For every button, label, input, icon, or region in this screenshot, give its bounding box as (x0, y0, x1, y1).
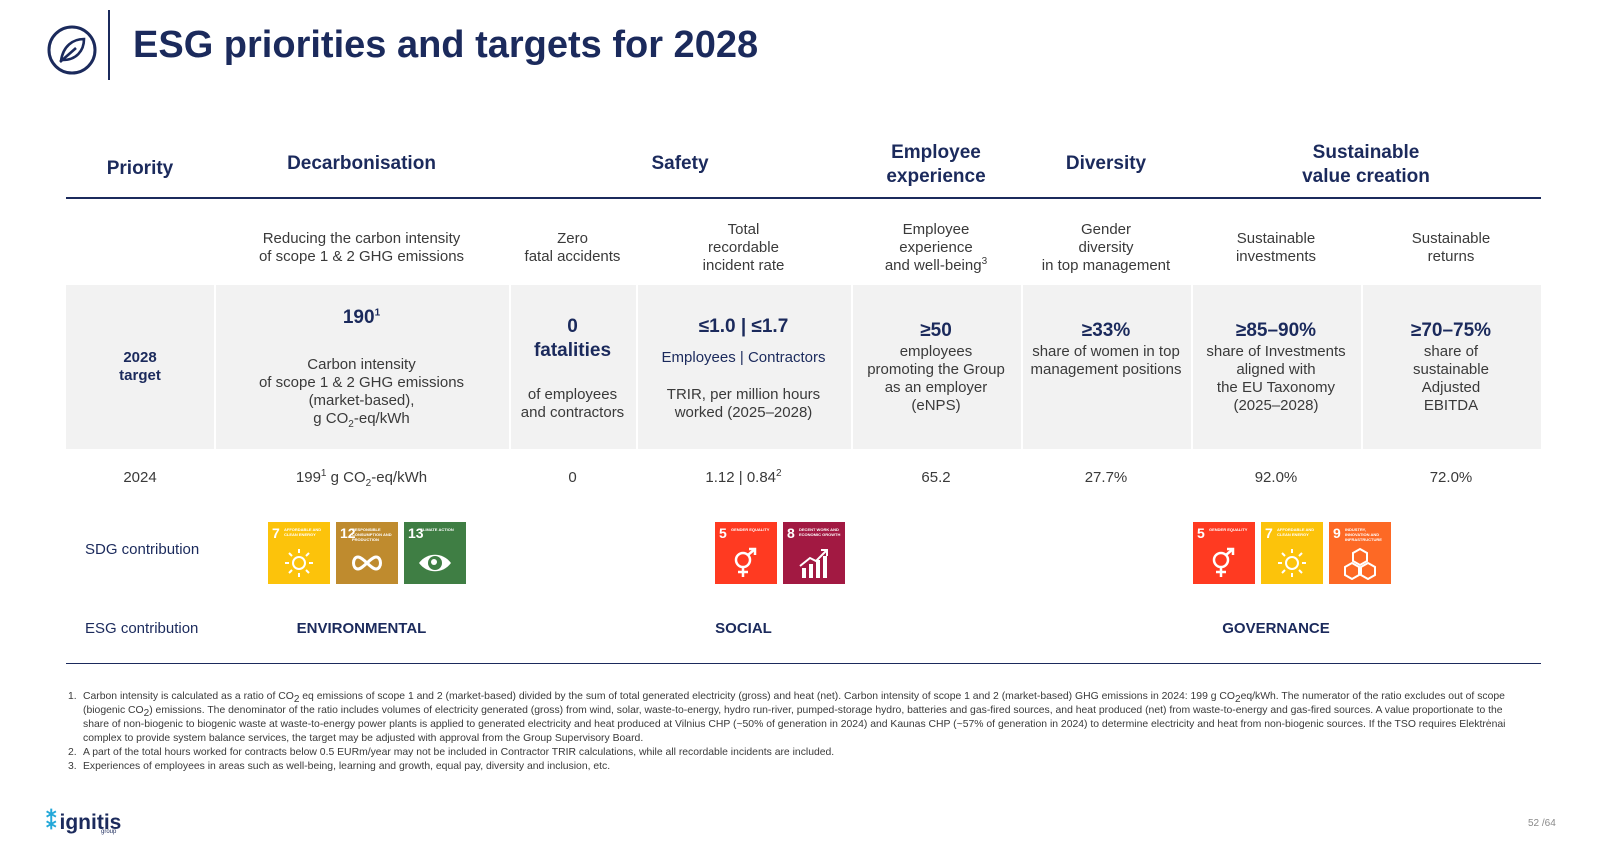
subheader-carbon: Reducing the carbon intensity of scope 1… (258, 229, 465, 265)
sdg-tile-7: 7 AFFORDABLE AND CLEAN ENERGY (268, 522, 330, 584)
sdg-label: GENDER EQUALITY (1209, 527, 1248, 532)
growth-chart-icon (799, 549, 828, 578)
brand-sub: group (101, 829, 117, 835)
footnote-1: 1. Carbon intensity is calculated as a ra… (68, 691, 1506, 744)
header-employee-experience: Employee experience (886, 142, 986, 187)
sdg-tile-13: 13 CLIMATE ACTION (404, 522, 466, 584)
target-enps-value: ≥50 (920, 320, 952, 341)
esg-row-label: ESG contribution (85, 620, 199, 637)
page-title: ESG priorities and targets for 2028 (133, 24, 759, 66)
header-priority: Priority (106, 158, 174, 179)
actual-carbon: 1991 g CO2-eq/kWh (295, 468, 428, 489)
brand-logo: ⁑ ignitis (46, 810, 121, 835)
target-returns-value: ≥70–75% (1410, 320, 1492, 341)
target-trir-desc: TRIR, per million hours worked (2025–202… (666, 386, 821, 421)
band-invest (1193, 285, 1361, 449)
band-returns (1363, 285, 1541, 449)
subheader-zero-fatal: Zero fatal accidents (524, 229, 621, 265)
footnote-2: 2. A part of the total hours worked for c… (68, 747, 835, 758)
actual-women: 27.7% (1084, 469, 1128, 486)
subheader-trir: Total recordable incident rate (702, 220, 785, 274)
sdg-number: 7 (272, 525, 280, 541)
sdg-tile-7: 7 AFFORDABLE AND CLEAN ENERGY (1261, 522, 1323, 584)
band-fatal (511, 285, 636, 449)
gender-icon (1212, 547, 1235, 577)
sdg-number: 5 (1197, 525, 1205, 541)
sdg-tile-9: 9 INDUSTRY, INNOVATION AND INFRASTRUCTURE (1329, 522, 1391, 584)
target-women-value: ≥33% (1081, 320, 1131, 341)
sdg-tile-12: 12 RESPONSIBLE CONSUMPTION AND PRODUCTION (336, 522, 398, 584)
sdg-label: DECENT WORK AND ECONOMIC GROWTH (799, 527, 841, 537)
target-fatal-value: 0 fatalities (533, 316, 612, 361)
gender-icon (734, 547, 757, 577)
sdg-number: 5 (719, 525, 727, 541)
title-divider (108, 10, 110, 80)
target-carbon-value: 1901 (342, 307, 381, 328)
target-trir-value: ≤1.0 | ≤1.7 (698, 316, 789, 337)
sdg-tile-8: 8 DECENT WORK AND ECONOMIC GROWTH (783, 522, 845, 584)
sdg-number: 13 (408, 525, 424, 541)
leaf-logo-icon (47, 25, 97, 75)
sdg-label: AFFORDABLE AND CLEAN ENERGY (1277, 527, 1315, 537)
sdg-tile-5: 5 GENDER EQUALITY (715, 522, 777, 584)
actual-fatal: 0 (568, 469, 577, 486)
target-invest-value: ≥85–90% (1235, 320, 1317, 341)
header-decarbonisation: Decarbonisation (287, 153, 436, 174)
band-trir (638, 285, 851, 449)
esg-governance: GOVERNANCE (1222, 620, 1330, 637)
sdg-number: 8 (787, 525, 795, 541)
header-safety: Safety (651, 153, 709, 174)
actual-trir: 1.12 | 0.842 (705, 468, 782, 487)
target-enps-desc: employees promoting the Group as an empl… (867, 343, 1005, 414)
header-rule (66, 197, 1541, 199)
sdg-row-label: SDG contribution (85, 541, 200, 558)
target-fatal-desc: of employees and contractors (520, 386, 625, 421)
esg-social: SOCIAL (715, 620, 772, 637)
sdg-label: AFFORDABLE AND CLEAN ENERGY (284, 527, 322, 537)
brand-name: ignitis (59, 811, 122, 834)
target-carbon-desc: Carbon intensity of scope 1 & 2 GHG emis… (258, 356, 465, 430)
subheader-employee: Employee experience and well-being3 (884, 220, 988, 274)
esg-environmental: ENVIRONMENTAL (296, 620, 427, 637)
cubes-icon (1344, 547, 1376, 580)
sun-icon (285, 549, 313, 577)
sdg-label: GENDER EQUALITY (731, 527, 770, 532)
sdg-number: 12 (340, 525, 356, 541)
target-returns-desc: share of sustainable Adjusted EBITDA (1413, 343, 1489, 414)
band-women (1023, 285, 1191, 449)
sdg-label: CLIMATE ACTION (420, 527, 454, 532)
band-carbon (216, 285, 509, 449)
bottom-rule (66, 663, 1541, 664)
sdg-label: INDUSTRY, INNOVATION AND INFRASTRUCTURE (1345, 527, 1382, 542)
band-priority (66, 285, 214, 449)
infinity-icon (352, 555, 382, 571)
header-diversity: Diversity (1065, 153, 1147, 174)
footnote-3: 3. Experiences of employees in areas such… (68, 761, 611, 772)
actual-enps: 65.2 (921, 469, 951, 486)
subheader-sust-investments: Sustainable investments (1235, 229, 1317, 265)
band-enps (853, 285, 1021, 449)
page-number: 52 /64 (1528, 818, 1556, 829)
target-row-label: 2028 target (119, 349, 161, 384)
target-trir-legend: Employees | Contractors (661, 349, 826, 366)
subheader-sust-returns: Sustainable returns (1411, 229, 1491, 265)
sdg-label: RESPONSIBLE CONSUMPTION AND PRODUCTION (352, 527, 392, 542)
brand-mark-icon: ⁑ (46, 811, 57, 834)
eye-globe-icon (419, 554, 451, 572)
actual-invest: 92.0% (1254, 469, 1298, 486)
target-invest-desc: share of Investments aligned with the EU… (1206, 343, 1346, 414)
sdg-number: 7 (1265, 525, 1273, 541)
actual-row-label: 2024 (123, 469, 157, 486)
footnotes: 1. Carbon intensity is calculated as a ra… (68, 690, 1528, 774)
target-women-desc: share of women in top management positio… (1030, 343, 1182, 378)
subheader-gender: Gender diversity in top management (1041, 220, 1171, 274)
sun-icon (1278, 549, 1306, 577)
header-sustainable-value-creation: Sustainable value creation (1302, 142, 1430, 187)
sdg-tile-5: 5 GENDER EQUALITY (1193, 522, 1255, 584)
sdg-number: 9 (1333, 525, 1341, 541)
actual-returns: 72.0% (1429, 469, 1473, 486)
